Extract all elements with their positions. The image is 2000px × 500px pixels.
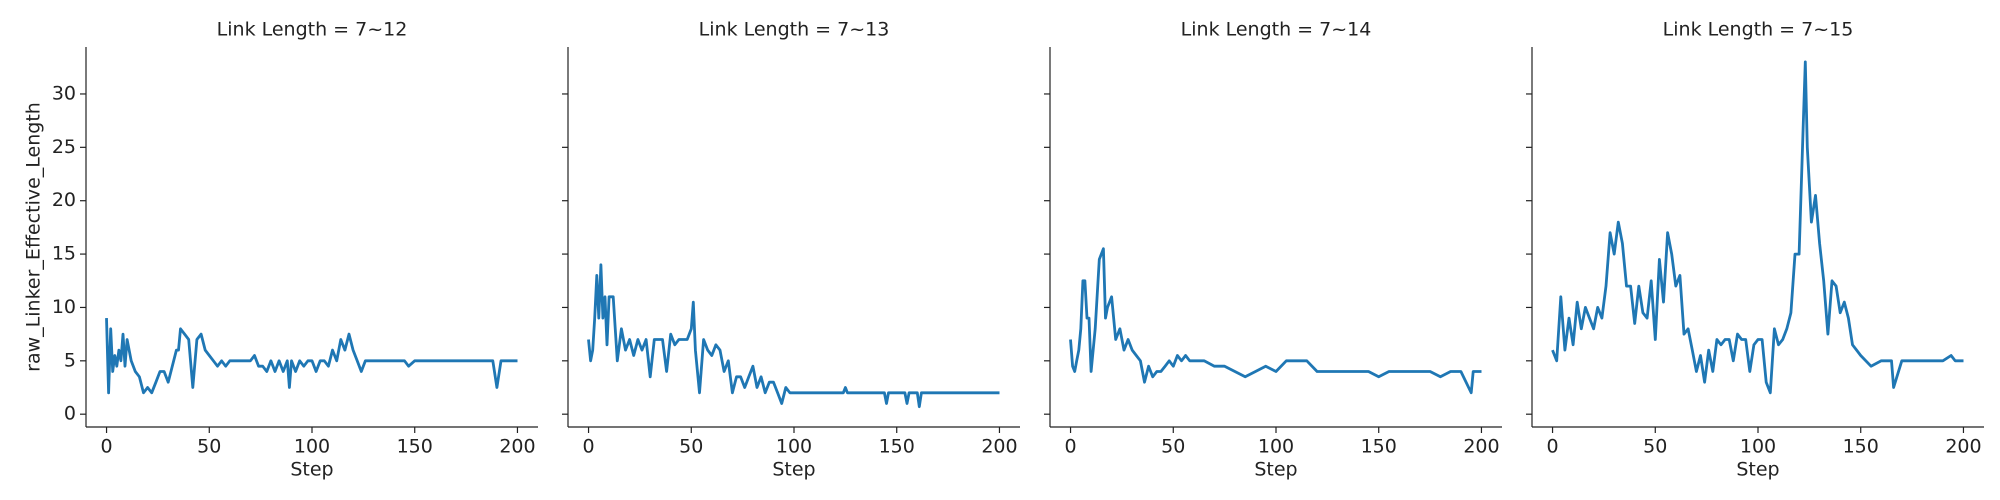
- x-tick-label: 150: [879, 436, 915, 458]
- x-tick-label: 200: [1463, 436, 1499, 458]
- panel-title: Link Length = 7~14: [1181, 19, 1372, 41]
- x-tick-label: 100: [1740, 436, 1776, 458]
- x-tick-label: 150: [397, 436, 433, 458]
- panel-title: Link Length = 7~13: [699, 19, 890, 41]
- x-tick-label: 0: [100, 436, 112, 458]
- y-tick-label: 30: [52, 82, 76, 104]
- x-tick-label: 0: [1064, 436, 1076, 458]
- panel-title: Link Length = 7~15: [1663, 19, 1854, 41]
- x-axis-label: Step: [290, 459, 333, 481]
- x-tick-label: 50: [1161, 436, 1185, 458]
- y-tick-label: 25: [52, 136, 76, 158]
- x-tick-label: 50: [679, 436, 703, 458]
- x-tick-label: 100: [1258, 436, 1294, 458]
- y-tick-label: 15: [52, 243, 76, 265]
- x-tick-label: 100: [294, 436, 330, 458]
- x-axis-label: Step: [1736, 459, 1779, 481]
- x-tick-label: 200: [1945, 436, 1981, 458]
- data-line: [1069, 247, 1482, 395]
- x-tick-label: 200: [499, 436, 535, 458]
- data-line: [1551, 60, 1964, 395]
- y-axis-label: raw_Linker_Effective_Length: [23, 102, 45, 372]
- x-tick-label: 100: [776, 436, 812, 458]
- data-line: [105, 318, 518, 395]
- x-tick-label: 0: [1546, 436, 1558, 458]
- y-tick-label: 5: [64, 349, 76, 371]
- x-tick-label: 200: [981, 436, 1017, 458]
- x-axis-label: Step: [1254, 459, 1297, 481]
- y-tick-label: 10: [52, 296, 76, 318]
- x-tick-label: 150: [1843, 436, 1879, 458]
- y-tick-label: 0: [64, 403, 76, 425]
- x-tick-label: 0: [582, 436, 594, 458]
- y-tick-label: 20: [52, 189, 76, 211]
- data-line: [587, 263, 1000, 409]
- x-axis-label: Step: [772, 459, 815, 481]
- x-tick-label: 50: [1643, 436, 1667, 458]
- panel-title: Link Length = 7~12: [217, 19, 408, 41]
- x-tick-label: 50: [197, 436, 221, 458]
- x-tick-label: 150: [1361, 436, 1397, 458]
